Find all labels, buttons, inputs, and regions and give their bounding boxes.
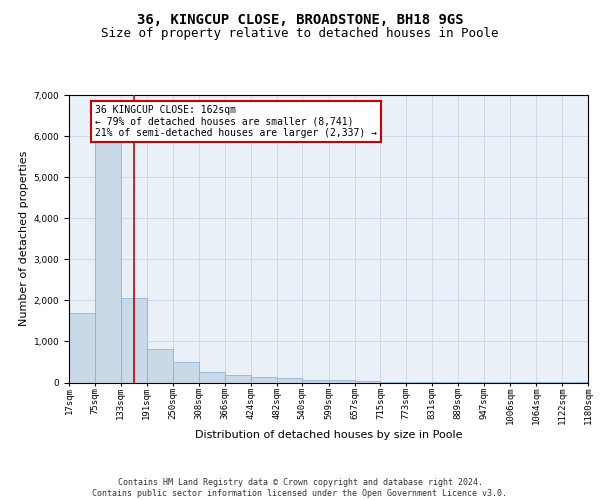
Bar [95, 142, 121, 382]
Bar [69, 312, 95, 382]
Bar [146, 349, 173, 382]
Bar [329, 380, 355, 382]
Bar [121, 298, 146, 382]
Bar [173, 362, 199, 382]
Text: Contains HM Land Registry data © Crown copyright and database right 2024.
Contai: Contains HM Land Registry data © Crown c… [92, 478, 508, 498]
Bar [199, 372, 225, 382]
Text: 36, KINGCUP CLOSE, BROADSTONE, BH18 9GS: 36, KINGCUP CLOSE, BROADSTONE, BH18 9GS [137, 12, 463, 26]
X-axis label: Distribution of detached houses by size in Poole: Distribution of detached houses by size … [195, 430, 462, 440]
Text: 36 KINGCUP CLOSE: 162sqm
← 79% of detached houses are smaller (8,741)
21% of sem: 36 KINGCUP CLOSE: 162sqm ← 79% of detach… [95, 106, 377, 138]
Bar [251, 377, 277, 382]
Bar [302, 380, 329, 382]
Bar [225, 374, 251, 382]
Text: Size of property relative to detached houses in Poole: Size of property relative to detached ho… [101, 28, 499, 40]
Bar [277, 378, 302, 382]
Y-axis label: Number of detached properties: Number of detached properties [19, 151, 29, 326]
